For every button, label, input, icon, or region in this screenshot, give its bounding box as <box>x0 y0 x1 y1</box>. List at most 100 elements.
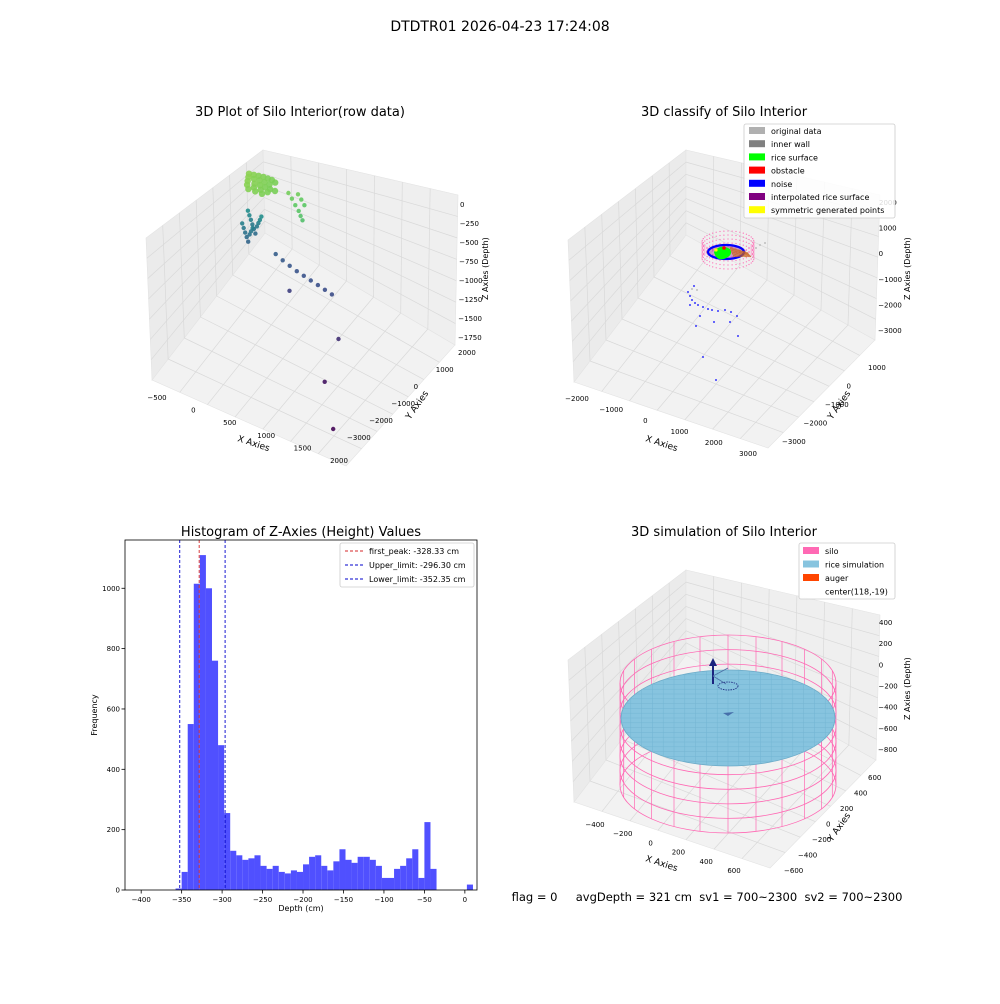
histogram-bar <box>242 860 248 890</box>
wall-point <box>716 236 717 237</box>
wall-point <box>701 245 702 246</box>
x-tick-label: −300 <box>212 896 231 904</box>
wall-point <box>701 253 702 254</box>
wall-point <box>712 258 713 259</box>
wall-point <box>727 242 728 243</box>
legend-swatch <box>749 153 765 160</box>
wall-point <box>703 238 704 239</box>
x-tick-label: −350 <box>172 896 191 904</box>
x-tick-label: 200 <box>672 849 685 857</box>
y-tick-label: −2000 <box>369 417 393 425</box>
legend-swatch <box>749 180 765 187</box>
wall-point <box>719 243 720 244</box>
wall-point <box>704 240 705 241</box>
original-point <box>764 242 766 244</box>
z-tick-label: −2000 <box>878 301 902 309</box>
noise-point <box>707 308 709 310</box>
data-point <box>259 191 265 197</box>
wall-point <box>752 242 753 243</box>
wall-point <box>727 238 728 239</box>
noise-point <box>713 321 715 323</box>
noise-point <box>730 311 732 313</box>
wall-point <box>727 264 728 265</box>
wall-point <box>753 241 754 242</box>
wall-point <box>701 241 702 242</box>
wall-point <box>709 265 710 266</box>
wall-point <box>753 240 754 241</box>
wall-point <box>748 252 749 253</box>
data-point <box>247 213 251 217</box>
legend-label: rice simulation <box>825 561 884 570</box>
y-tick-label: −3000 <box>347 434 371 442</box>
y-tick-label: 0 <box>826 821 830 829</box>
legend-label: silo <box>825 547 839 556</box>
histogram-bar <box>321 866 327 890</box>
wall-point <box>719 268 720 269</box>
wall-point <box>702 259 703 260</box>
histogram-bar <box>261 866 267 890</box>
data-point <box>309 278 313 282</box>
data-point <box>299 197 303 201</box>
z-tick-label: 200 <box>879 640 892 648</box>
wall-point <box>712 241 713 242</box>
legend-swatch <box>749 127 765 134</box>
noise-point <box>711 309 713 311</box>
xlabel-histogram: Depth (cm) <box>278 904 323 913</box>
x-tick-label: −100 <box>374 896 393 904</box>
legend-swatch <box>803 561 819 568</box>
wall-point <box>735 231 736 232</box>
legend-label: first_peak: -328.33 cm <box>369 547 459 556</box>
wall-point <box>753 255 754 256</box>
histogram-bar <box>285 873 291 890</box>
y-tick-label: 400 <box>854 790 867 798</box>
wall-point <box>704 252 705 253</box>
y-tick-label: 200 <box>107 826 120 834</box>
original-point <box>755 247 757 249</box>
z-tick-label: −1000 <box>459 277 483 285</box>
legend-label: center(118,-19) <box>825 588 888 597</box>
wall-point <box>704 236 705 237</box>
y-tick-label: 1000 <box>868 364 886 372</box>
wall-point <box>743 237 744 238</box>
wall-point <box>739 236 740 237</box>
x-tick-label: −200 <box>293 896 312 904</box>
zlabel-classify: Z Axies (Depth) <box>903 237 912 300</box>
wall-point <box>752 250 753 251</box>
data-point <box>323 288 327 292</box>
histogram-bar <box>394 869 400 890</box>
wall-point <box>752 245 753 246</box>
wall-point <box>752 249 753 250</box>
wall-point <box>723 260 724 261</box>
wall-point <box>703 249 704 250</box>
wall-point <box>748 239 749 240</box>
histogram-bar <box>230 851 236 890</box>
x-tick-label: −500 <box>147 394 166 402</box>
z-tick-label: 0 <box>460 201 464 209</box>
wall-point <box>703 245 704 246</box>
x-tick-label: 2000 <box>705 439 723 447</box>
z-tick-label: −500 <box>459 239 478 247</box>
data-point <box>300 218 304 222</box>
legend-frame <box>744 124 895 218</box>
x-tick-label: 1000 <box>671 428 689 436</box>
data-point <box>246 240 250 244</box>
wall-point <box>702 240 703 241</box>
noise-point <box>737 335 739 337</box>
wall-point <box>723 239 724 240</box>
data-point <box>296 192 300 196</box>
symmetric-point <box>714 248 717 251</box>
legend-label: Upper_limit: -296.30 cm <box>369 561 466 570</box>
histogram-bar <box>206 588 212 890</box>
wall-point <box>719 264 720 265</box>
wall-point <box>751 262 752 263</box>
data-point <box>302 203 306 207</box>
data-point <box>281 258 285 262</box>
histogram-bar <box>291 870 297 890</box>
wall-point <box>743 241 744 242</box>
noise-point <box>687 291 689 293</box>
wall-point <box>746 238 747 239</box>
histogram-bar <box>218 745 224 890</box>
wall-point <box>712 233 713 234</box>
wall-point <box>706 239 707 240</box>
